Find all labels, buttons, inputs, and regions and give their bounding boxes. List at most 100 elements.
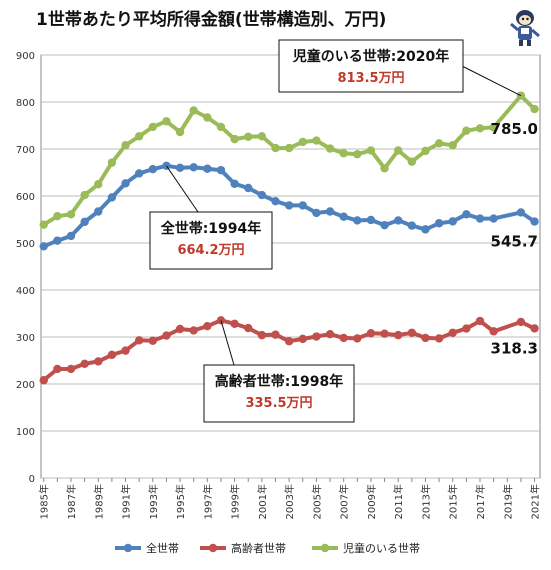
x-tick-label-text: 2007年	[338, 484, 351, 519]
axes: 0 100 200 300 400 500 600 700 800 900 1985年 1987年 19…	[16, 51, 542, 519]
x-tick-label-text: 2009年	[365, 484, 378, 519]
data-point	[53, 364, 62, 374]
x-tick-label: 2017年	[474, 484, 487, 519]
end-value-label: 545.7	[491, 233, 538, 251]
x-tick-label-text: 2019年	[501, 484, 514, 519]
data-point	[407, 328, 417, 337]
y-tick-label: 500	[16, 239, 35, 250]
callout-box	[203, 364, 355, 423]
data-point	[421, 225, 430, 234]
callout-leader	[220, 320, 235, 366]
data-point	[325, 207, 335, 216]
x-tick-label-text: 1987年	[65, 484, 78, 519]
data-point	[312, 208, 321, 218]
data-point	[257, 330, 267, 340]
callout-box	[149, 211, 273, 270]
data-point	[80, 190, 89, 200]
x-tick-label-text: 1989年	[92, 484, 105, 519]
x-tick-label-text: 2017年	[474, 484, 487, 519]
data-point	[434, 219, 444, 228]
data-point	[66, 210, 76, 219]
legend-swatch-marker	[320, 543, 330, 553]
data-point	[421, 146, 430, 156]
data-point	[530, 324, 539, 333]
data-point	[448, 217, 457, 226]
data-point	[175, 127, 185, 137]
data-point	[244, 183, 253, 193]
data-point	[366, 146, 376, 155]
data-point	[353, 149, 362, 159]
x-tick-label-text: 2021年	[529, 484, 542, 519]
data-point	[530, 104, 539, 114]
data-point	[489, 327, 498, 336]
data-point	[489, 214, 498, 223]
data-point	[298, 201, 307, 210]
data-point	[39, 220, 48, 229]
data-point	[244, 323, 253, 333]
callout-box	[278, 39, 464, 93]
data-point	[448, 328, 457, 337]
data-point	[121, 346, 130, 355]
data-point	[107, 158, 117, 167]
data-point	[421, 333, 430, 343]
data-point	[380, 329, 389, 338]
callout-title: 全世帯:1994年	[160, 220, 262, 237]
data-point	[39, 242, 48, 251]
grid	[40, 54, 541, 479]
callout-leader	[166, 165, 199, 213]
legend-label: 全世帯	[146, 541, 179, 555]
legend-swatch-marker	[208, 543, 218, 553]
x-tick-label: 2005年	[310, 484, 323, 519]
x-tick-label-text: 2015年	[447, 484, 460, 519]
y-tick-label: 100	[16, 427, 35, 438]
data-point	[230, 179, 239, 188]
data-point	[462, 210, 471, 219]
callout-value: 335.5万円	[245, 396, 312, 411]
x-tick-label: 2011年	[392, 484, 405, 519]
data-point	[489, 123, 498, 132]
data-point	[216, 122, 226, 132]
x-tick-label: 1993年	[147, 484, 160, 519]
data-point	[312, 332, 321, 341]
data-point	[380, 220, 389, 230]
end-value-label: 785.0	[491, 120, 538, 138]
data-point	[516, 317, 526, 327]
data-point	[53, 212, 62, 221]
data-point	[339, 212, 348, 221]
x-tick-label: 1999年	[229, 484, 242, 519]
x-tick-label: 1991年	[120, 484, 133, 519]
x-tick-label: 2003年	[283, 484, 296, 519]
data-point	[189, 106, 198, 115]
chart-title: 1世帯あたり平均所得金額(世帯構造別、万円)	[36, 9, 386, 30]
data-point	[298, 137, 307, 147]
data-point	[434, 334, 444, 343]
data-point	[257, 132, 267, 141]
data-point	[134, 169, 144, 178]
data-point	[66, 231, 76, 241]
callout-leader	[461, 65, 522, 97]
x-tick-label: 2007年	[338, 484, 351, 519]
data-point	[475, 124, 485, 133]
x-tick-label-text: 1991年	[120, 484, 133, 519]
callout-title: 高齢者世帯:1998年	[215, 373, 344, 390]
data-point	[284, 337, 294, 346]
data-point	[462, 324, 471, 333]
y-tick-label: 800	[16, 98, 35, 109]
data-point	[148, 336, 157, 345]
data-point	[244, 132, 253, 141]
data-point	[339, 149, 348, 158]
callout-title: 児童のいる世帯:2020年	[292, 48, 450, 65]
x-tick-label-text: 1999年	[229, 484, 242, 519]
data-point	[475, 214, 485, 223]
x-tick-label: 2019年	[501, 484, 514, 519]
data-point	[203, 113, 212, 122]
data-point	[94, 357, 103, 366]
legend-label: 児童のいる世帯	[343, 541, 420, 555]
data-point	[271, 143, 280, 153]
data-point	[380, 164, 389, 173]
data-point	[121, 141, 130, 150]
data-point	[203, 164, 212, 173]
x-tick-label-text: 2001年	[256, 484, 269, 519]
x-tick-label-text: 1997年	[201, 484, 214, 519]
